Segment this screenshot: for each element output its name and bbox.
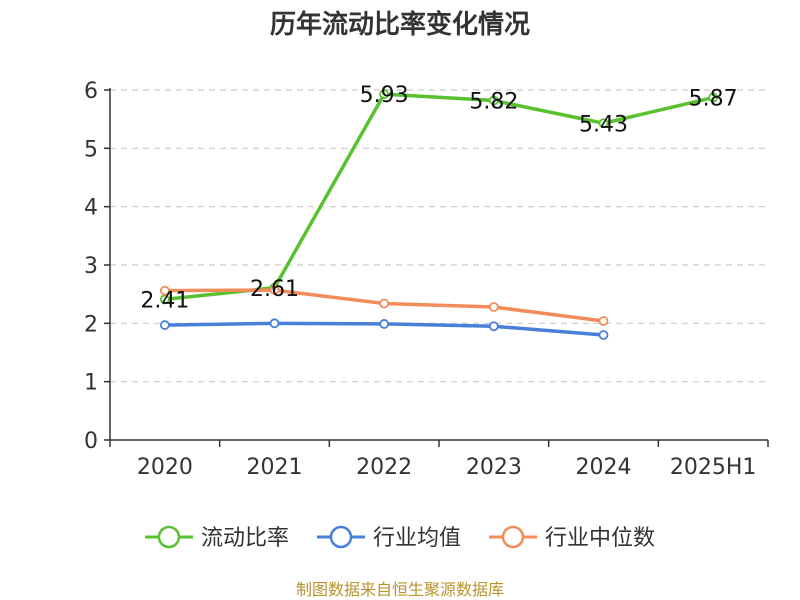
data-point	[269, 285, 280, 295]
data-point	[598, 118, 609, 129]
data-point	[488, 302, 499, 312]
source-note: 制图数据来自恒生聚源数据库	[296, 580, 504, 599]
y-tick-label: 2	[84, 312, 98, 337]
legend-swatch-marker	[501, 525, 525, 549]
x-tick-label: 2022	[356, 455, 412, 480]
data-label: 2.41	[140, 288, 189, 313]
legend-label: 行业均值	[373, 526, 461, 551]
series-lines	[159, 89, 719, 340]
data-point	[488, 321, 499, 332]
data-point	[379, 89, 390, 99]
legend-label: 流动比率	[201, 526, 289, 551]
data-point	[598, 330, 609, 340]
y-tick-label: 1	[84, 371, 98, 396]
data-label: 5.82	[469, 90, 518, 115]
data-label: 5.93	[360, 83, 409, 108]
x-tick-label: 2021	[247, 455, 303, 480]
x-tick-label: 2020	[137, 455, 193, 480]
data-labels: 2.41 2.61 5.93 5.82 5.43 5.87	[140, 83, 737, 313]
data-label: 5.87	[689, 87, 738, 112]
data-label: 2.61	[250, 277, 299, 302]
x-tick-label: 2023	[466, 455, 522, 480]
legend-swatch-marker	[157, 525, 181, 549]
y-tick-label: 6	[84, 79, 98, 104]
axes: 0 1 2 3 4 5 6 2020 2021 2022 2023 2024 2025H1	[84, 79, 769, 480]
legend: 流动比率 行业均值 行业中位数	[144, 525, 655, 551]
legend-swatch-marker	[329, 525, 353, 549]
data-point	[708, 92, 719, 103]
data-point	[379, 298, 390, 309]
y-tick-label: 4	[84, 196, 98, 221]
data-point	[159, 285, 170, 296]
data-point	[598, 316, 609, 326]
legend-label: 行业中位数	[545, 526, 655, 551]
data-point	[379, 319, 390, 329]
x-tick-label: 2025H1	[670, 455, 757, 480]
chart-title: 历年流动比率变化情况	[270, 9, 530, 40]
y-tick-label: 5	[84, 137, 98, 162]
series-line-0	[163, 92, 715, 302]
data-point	[159, 320, 170, 330]
y-tick-label: 0	[84, 429, 98, 454]
x-tick-label: 2024	[576, 455, 632, 480]
data-label: 5.43	[579, 112, 628, 137]
data-point	[488, 95, 499, 106]
y-tick-label: 3	[84, 254, 98, 279]
data-point	[269, 318, 280, 329]
gridlines	[110, 89, 768, 383]
